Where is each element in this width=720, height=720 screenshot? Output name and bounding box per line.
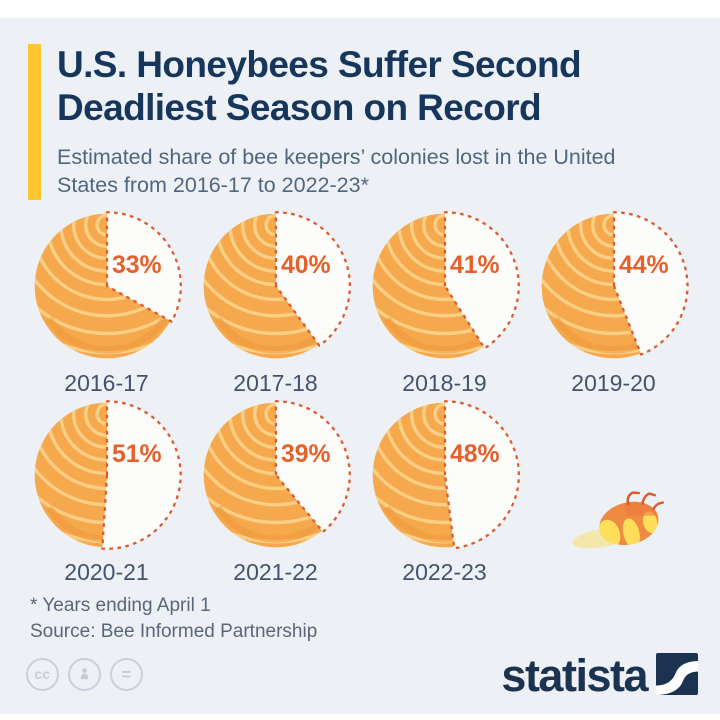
source-line: Source: Bee Informed Partnership [30, 621, 318, 643]
pie-chart-2018-19: 41% [372, 211, 520, 359]
pie-cell-2020-21: 51% 2020-21 [22, 397, 191, 586]
year-label: 2016-17 [64, 370, 149, 396]
pie-chart-2021-22: 39% [203, 400, 351, 548]
header: U.S. Honeybees Suffer Second Deadliest Se… [28, 44, 616, 200]
lost-share-wedge [443, 400, 520, 550]
year-label: 2018-19 [402, 370, 487, 396]
footnote-years: * Years ending April 1 [30, 595, 211, 616]
pie-cell-2021-22: 39% 2021-22 [191, 397, 360, 586]
subtitle-line-2: States from 2016-17 to 2022-23* [57, 173, 369, 198]
dead-bee-icon [572, 491, 665, 550]
pie-chart-2022-23: 48% [372, 400, 520, 550]
pie-chart-2016-17: 33% [34, 211, 182, 359]
infographic-card-background [0, 18, 720, 714]
statista-logo-mark-icon [656, 653, 698, 695]
percent-label: 41% [449, 252, 499, 279]
yellow-accent-bar [28, 44, 41, 200]
cc-nd-license-icon[interactable]: = [110, 658, 143, 691]
percent-label: 33% [111, 252, 161, 279]
license-icons: cc = [26, 658, 143, 691]
percent-label: 44% [618, 252, 668, 279]
lost-share-wedge [274, 400, 351, 534]
title-line-2: Deadliest Season on Record [57, 86, 542, 128]
page-title: U.S. Honeybees Suffer Second Deadliest Se… [57, 44, 616, 130]
pie-chart-grid: 33% 2016-17 40% 2017-18 [22, 208, 698, 586]
title-line-1: U.S. Honeybees Suffer Second [57, 44, 582, 85]
pie-chart-2020-21: 51% [34, 400, 182, 550]
lost-share-wedge [100, 400, 182, 550]
percent-label: 40% [280, 252, 330, 279]
header-text: U.S. Honeybees Suffer Second Deadliest Se… [57, 44, 616, 200]
percent-label: 39% [280, 441, 330, 468]
lost-share-wedge [443, 211, 520, 350]
year-label: 2021-22 [233, 559, 318, 586]
person-icon [80, 668, 89, 680]
pie-cell-2016-17: 33% 2016-17 [22, 208, 191, 397]
lost-share-wedge [274, 211, 351, 347]
pie-cell-2018-19: 41% 2018-19 [360, 208, 529, 397]
cc-license-icon[interactable]: cc [26, 658, 59, 691]
footnote-block: * Years ending April 1 Source: Bee Infor… [30, 593, 317, 645]
year-label: 2017-18 [233, 370, 318, 396]
year-label: 2019-20 [571, 370, 656, 396]
year-label: 2020-21 [64, 559, 149, 586]
dead-bee-illustration [566, 476, 686, 558]
lost-share-wedge [612, 211, 689, 356]
pie-cell-2022-23: 48% 2022-23 [360, 397, 529, 586]
cc-by-person-icon[interactable] [68, 658, 101, 691]
pie-cell-2019-20: 44% 2019-20 [529, 208, 698, 397]
year-label: 2022-23 [402, 559, 487, 586]
pie-chart-2017-18: 40% [203, 211, 351, 359]
chart-subtitle: Estimated share of bee keepers’ colonies… [57, 143, 616, 200]
pie-cell-2017-18: 40% 2017-18 [191, 208, 360, 397]
pie-chart-2019-20: 44% [541, 211, 689, 359]
percent-label: 48% [449, 441, 499, 468]
statista-wordmark: statista [501, 649, 648, 701]
percent-label: 51% [111, 441, 161, 468]
statista-logo[interactable]: statista [501, 649, 698, 701]
subtitle-line-1: Estimated share of bee keepers’ colonies… [57, 144, 616, 169]
lost-share-wedge [105, 211, 182, 323]
